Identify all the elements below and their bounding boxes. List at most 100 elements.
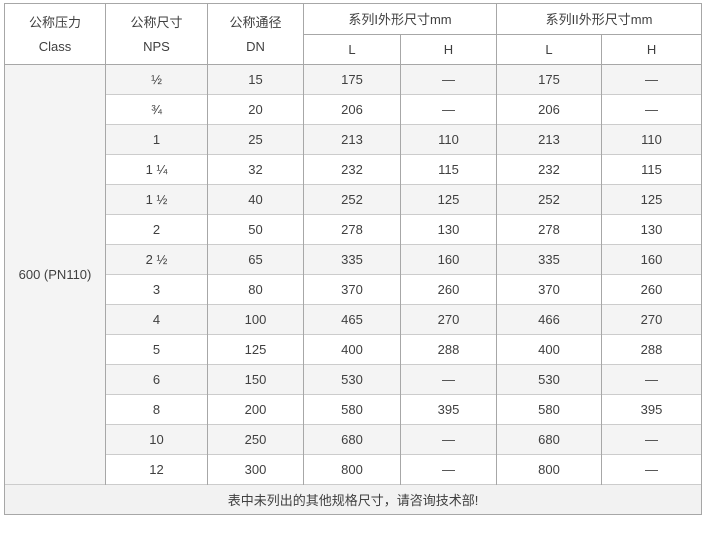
dn-cell: 32 — [207, 154, 304, 185]
table-row: 8 200 580 395 580 395 — [5, 394, 703, 425]
valve-dimension-table: 公称压力 Class 公称尺寸 NPS 公称通径 DN 系列I外形尺寸mm 系列… — [3, 3, 703, 515]
series2-l-cell: 232 — [496, 154, 602, 185]
series2-l-cell: 800 — [496, 454, 602, 485]
series1-l-cell: 800 — [303, 454, 401, 485]
nps-cell: 10 — [105, 424, 208, 455]
header-pressure-cn: 公称压力 — [28, 14, 81, 30]
table-footer: 表中未列出的其他规格尺寸，请咨询技术部! — [3, 484, 703, 515]
series2-h-cell: 288 — [600, 334, 703, 365]
dn-cell: 40 — [207, 184, 304, 215]
series1-l-cell: 530 — [303, 364, 401, 395]
dn-cell: 100 — [207, 304, 304, 335]
header-series2-title: 系列II外形尺寸mm — [495, 3, 703, 35]
header-row-sub: L H L H — [5, 34, 703, 65]
table-row: 1 25 213 110 213 110 — [5, 124, 703, 155]
nps-cell: 6 — [105, 364, 208, 395]
series1-h-cell: 270 — [400, 304, 497, 335]
series2-l-cell: 252 — [496, 184, 602, 215]
series1-h-cell: 260 — [400, 274, 497, 305]
series1-h-cell: — — [400, 454, 497, 485]
series1-h-cell: 110 — [400, 124, 497, 155]
dn-cell: 50 — [207, 214, 304, 245]
series1-l-cell: 465 — [303, 304, 401, 335]
table-row: 4 100 465 270 466 270 — [5, 304, 703, 335]
series1-l-cell: 206 — [303, 94, 401, 125]
series2-h-cell: — — [600, 454, 703, 485]
series2-h-cell: — — [600, 64, 703, 95]
footer-note: 表中未列出的其他规格尺寸，请咨询技术部! — [3, 484, 703, 515]
nps-cell: 12 — [105, 454, 208, 485]
series2-l-cell: 278 — [496, 214, 602, 245]
header-series1-h: H — [400, 34, 497, 65]
table-row: 600 (PN110) ½ 15 175—175— — [4, 64, 703, 485]
series2-h-cell: — — [600, 424, 703, 455]
series1-l-cell: 335 — [303, 244, 401, 275]
table-body: 600 (PN110) ½ 15 175—175— ¾ 20 206—206—1 25 213 1… — [4, 64, 703, 485]
series1-l-cell: 400 — [303, 334, 401, 365]
series1-l-cell: 213 — [303, 124, 401, 155]
header-series2-h: H — [600, 34, 703, 65]
series2-h-cell: 395 — [600, 394, 703, 425]
header-pressure-en: Class — [38, 38, 72, 54]
series1-l-cell: 278 — [303, 214, 401, 245]
series1-l-cell: 680 — [303, 424, 401, 455]
header-series2-l: L — [496, 34, 602, 65]
series2-l-cell: 580 — [496, 394, 602, 425]
series2-h-cell: 160 — [600, 244, 703, 275]
nps-cell: 2 ½ — [105, 244, 208, 275]
table-header: 公称压力 Class 公称尺寸 NPS 公称通径 DN 系列I外形尺寸mm 系列… — [4, 3, 703, 65]
series2-l-cell: 175 — [496, 64, 602, 95]
nps-cell: 2 — [105, 214, 208, 245]
series1-h-cell: — — [400, 94, 497, 125]
header-series1-title: 系列I外形尺寸mm — [303, 3, 497, 35]
dn-cell: 15 — [207, 64, 304, 95]
nps-cell: ¾ — [105, 94, 208, 125]
series1-h-cell: — — [400, 364, 497, 395]
table-row: 10 250 680—680— — [5, 424, 703, 455]
header-pressure-class: 公称压力 Class — [4, 3, 106, 65]
dn-cell: 250 — [207, 424, 304, 455]
series1-l-cell: 252 — [303, 184, 401, 215]
series2-h-cell: — — [600, 364, 703, 395]
series2-l-cell: 213 — [496, 124, 602, 155]
table-row: 5 125 400 288 400 288 — [5, 334, 703, 365]
series2-l-cell: 370 — [496, 274, 602, 305]
series2-l-cell: 206 — [496, 94, 602, 125]
header-nominal-bore: 公称通径 DN — [207, 3, 304, 65]
table-row: 2 50 278 130 278 130 — [5, 214, 703, 245]
dn-cell: 80 — [207, 274, 304, 305]
header-row-top: 公称压力 Class 公称尺寸 NPS 公称通径 DN 系列I外形尺寸mm 系列… — [4, 3, 703, 65]
series1-h-cell: 125 — [400, 184, 497, 215]
table-row: 12 300 800—800— — [5, 454, 703, 485]
nps-cell: 8 — [105, 394, 208, 425]
series2-l-cell: 400 — [496, 334, 602, 365]
dn-cell: 200 — [207, 394, 304, 425]
series1-h-cell: 395 — [400, 394, 497, 425]
header-bore-cn: 公称通径 — [229, 14, 282, 30]
series2-h-cell: — — [600, 94, 703, 125]
dn-cell: 150 — [207, 364, 304, 395]
series1-l-cell: 370 — [303, 274, 401, 305]
nps-cell: 1 ¼ — [105, 154, 208, 185]
series2-h-cell: 110 — [600, 124, 703, 155]
series2-h-cell: 115 — [600, 154, 703, 185]
series1-h-cell: 115 — [400, 154, 497, 185]
pressure-class-cell: 600 (PN110) — [4, 64, 106, 485]
series1-h-cell: 288 — [400, 334, 497, 365]
table-row: 3 80 370 260 370 260 — [5, 274, 703, 305]
table-row: ¾ 20 206—206— — [5, 94, 703, 125]
nps-cell: 4 — [105, 304, 208, 335]
series1-l-cell: 580 — [303, 394, 401, 425]
header-bore-en: DN — [246, 38, 265, 54]
header-nominal-size: 公称尺寸 NPS — [105, 3, 208, 65]
series1-l-cell: 232 — [303, 154, 401, 185]
series2-h-cell: 270 — [600, 304, 703, 335]
dn-cell: 300 — [207, 454, 304, 485]
nps-cell: 3 — [105, 274, 208, 305]
table-row: 2 ½ 65 335 160 335 160 — [5, 244, 703, 275]
series1-l-cell: 175 — [303, 64, 401, 95]
header-size-en: NPS — [143, 38, 170, 54]
nps-cell: 1 — [105, 124, 208, 155]
nps-cell: 5 — [105, 334, 208, 365]
